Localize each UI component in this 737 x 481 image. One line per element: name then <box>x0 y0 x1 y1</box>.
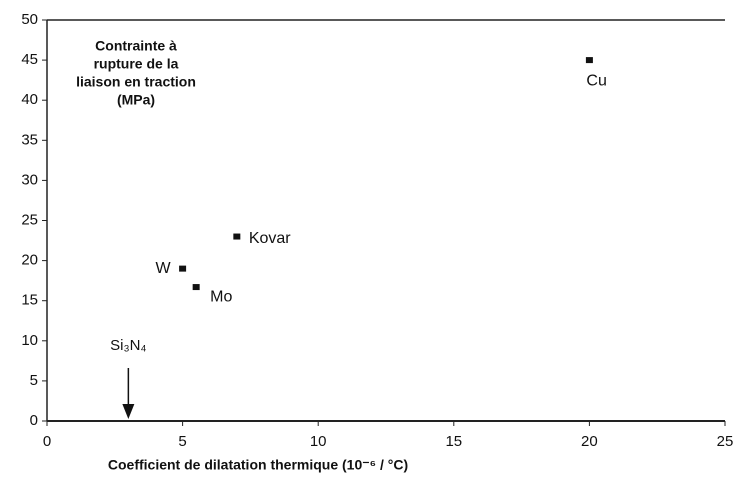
y-axis-label: liaison en traction <box>76 74 196 90</box>
point-label: Mo <box>210 288 232 305</box>
y-axis-label: (MPa) <box>117 92 155 108</box>
y-tick-label: 15 <box>21 292 38 309</box>
y-tick-label: 50 <box>21 11 38 28</box>
x-tick-label: 20 <box>581 433 598 450</box>
point <box>233 233 241 240</box>
y-tick-label: 25 <box>21 211 38 228</box>
y-tick-label: 35 <box>21 131 38 148</box>
point <box>179 265 187 272</box>
y-tick-label: 10 <box>21 332 38 349</box>
x-tick-label: 10 <box>310 433 327 450</box>
y-axis-label: rupture de la <box>94 56 179 72</box>
y-tick-label: 30 <box>21 171 38 188</box>
point <box>585 57 593 64</box>
x-tick-label: 25 <box>717 433 734 450</box>
y-axis-label: Contrainte à <box>95 38 177 54</box>
point-label: Kovar <box>249 230 291 247</box>
x-tick-label: 5 <box>178 433 186 450</box>
y-tick-label: 45 <box>21 51 38 68</box>
point <box>192 284 200 291</box>
x-tick-label: 0 <box>43 433 51 450</box>
y-tick-label: 40 <box>21 91 38 108</box>
point-label: Cu <box>586 72 606 89</box>
y-tick-label: 0 <box>30 412 38 429</box>
x-tick-label: 15 <box>445 433 462 450</box>
y-tick-label: 20 <box>21 252 38 269</box>
annotation-arrowhead <box>122 404 135 419</box>
point-label: W <box>155 260 171 277</box>
annotation-label: Si₃N₄ <box>110 337 146 354</box>
x-axis-label: Coefficient de dilatation thermique (10⁻… <box>108 457 408 473</box>
y-tick-label: 5 <box>30 372 38 389</box>
